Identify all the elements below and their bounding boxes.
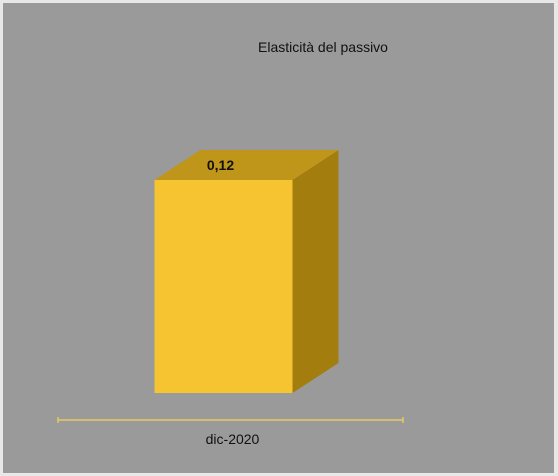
x-axis: dic-2020: [57, 417, 404, 447]
bar-top-face: [154, 150, 339, 180]
bar-side-face: [292, 150, 339, 393]
data-label: 0,12: [207, 157, 234, 173]
chart-title: Elasticità del passivo: [258, 39, 388, 55]
bar: [154, 180, 293, 393]
chart-marks: 0,12: [154, 150, 339, 393]
x-tick-label: dic-2020: [206, 431, 260, 447]
